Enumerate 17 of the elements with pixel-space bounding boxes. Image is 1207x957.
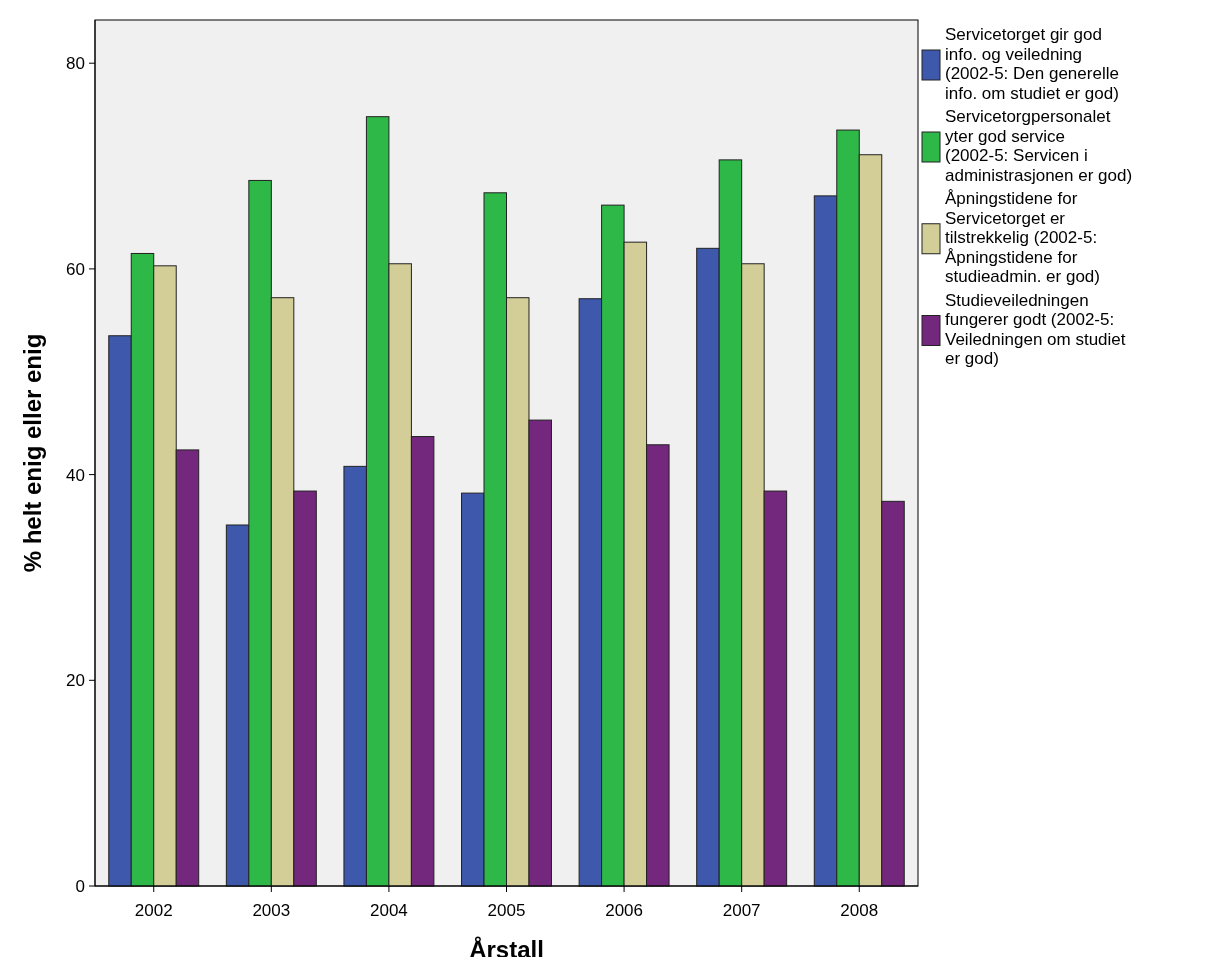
- legend-label: Åpningstidene for Servicetorget er tilstrekkelig (2002-5: Åpningstidene for studieadmin. er god): [945, 189, 1100, 286]
- y-tick-label: 20: [66, 671, 85, 691]
- x-tick-label: 2002: [134, 901, 173, 920]
- y-tick-label: 40: [66, 465, 85, 485]
- y-tick-label: 80: [66, 54, 85, 74]
- y-tick-label: 60: [66, 259, 85, 279]
- x-tick-label: 2007: [722, 901, 761, 920]
- legend-label: Servicetorgpersonalet yter god service (2002-5: Servicen i administrasjonen er god): [945, 107, 1133, 185]
- legend-label: Servicetorget gir god info. og veiledning (2002-5: Den generelle info. om studiet er god): [945, 25, 1119, 103]
- x-tick-label: 2005: [487, 901, 526, 920]
- legend-label: Studieveiledningen fungerer godt (2002-5: Veiledningen om studiet er god): [945, 290, 1126, 368]
- y-axis-title: % helt enig eller enig: [19, 333, 46, 573]
- x-tick-label: 2003: [252, 901, 291, 920]
- y-tick-label: 0: [75, 876, 85, 896]
- x-tick-label: 2004: [370, 901, 408, 920]
- x-tick-label: 2008: [840, 901, 879, 920]
- x-tick-label: 2006: [605, 901, 643, 920]
